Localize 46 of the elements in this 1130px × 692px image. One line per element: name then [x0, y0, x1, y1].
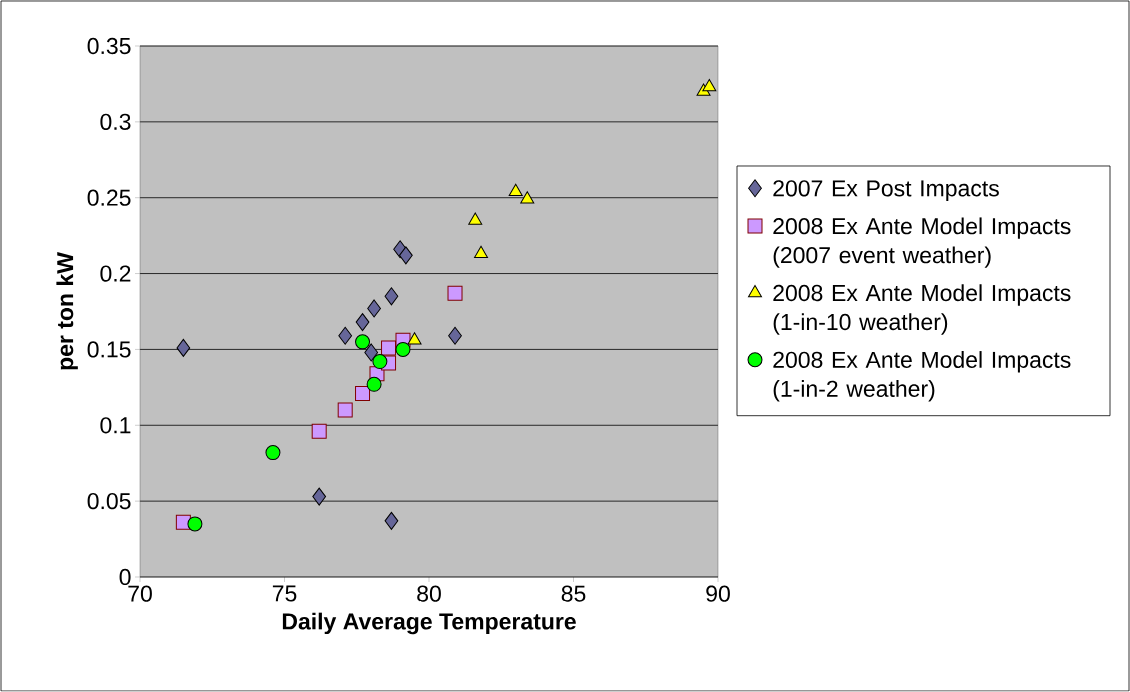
x-tick-label: 85 — [561, 585, 586, 602]
point — [366, 376, 382, 392]
point — [520, 191, 535, 204]
point — [372, 354, 388, 370]
legend-label: 2008 Ex Ante Model Impacts (2007 event weather) — [773, 217, 1071, 268]
point — [399, 246, 413, 265]
x-tick-label: 75 — [272, 585, 297, 602]
y-tick-label: 0.15 — [87, 341, 131, 358]
point — [311, 423, 327, 439]
point — [338, 326, 353, 345]
y-tick-label: 0.2 — [100, 265, 131, 282]
legend-label: 2008 Ex Ante Model Impacts (1-in-10 weather) — [773, 284, 1071, 335]
point — [265, 445, 281, 461]
point — [364, 343, 379, 362]
point — [448, 326, 462, 345]
y-tick-label: 0.25 — [87, 189, 131, 206]
x-tick-label: 90 — [706, 585, 730, 602]
point — [384, 287, 399, 306]
legend-label: 2008 Ex Ante Model Impacts (1-in-2 weather) — [773, 351, 1071, 402]
point — [508, 183, 523, 196]
y-tick-label: 0.1 — [100, 417, 131, 434]
point — [355, 385, 371, 401]
x-tick-label: 80 — [417, 585, 441, 602]
x-axis-title: Daily Average Temperature — [282, 612, 576, 635]
y-tick-label: 0 — [119, 568, 131, 586]
point — [395, 341, 411, 357]
legend-label: 2007 Ex Post Impacts — [773, 180, 999, 202]
y-tick-label: 0.3 — [100, 113, 131, 130]
point — [468, 212, 483, 225]
point — [407, 332, 422, 345]
point — [187, 516, 203, 532]
point — [702, 78, 717, 92]
point — [355, 334, 371, 350]
point — [474, 245, 489, 259]
y-tick-label: 0.35 — [87, 37, 131, 55]
point — [176, 338, 191, 357]
point — [447, 285, 463, 301]
point — [381, 340, 397, 356]
point — [384, 511, 399, 530]
y-axis-title: per ton kW — [56, 252, 78, 370]
point — [355, 313, 370, 332]
point — [312, 487, 327, 506]
point — [337, 402, 353, 418]
point — [367, 299, 381, 318]
y-tick-label: 0.05 — [87, 492, 131, 510]
x-tick-label: 70 — [128, 585, 152, 602]
